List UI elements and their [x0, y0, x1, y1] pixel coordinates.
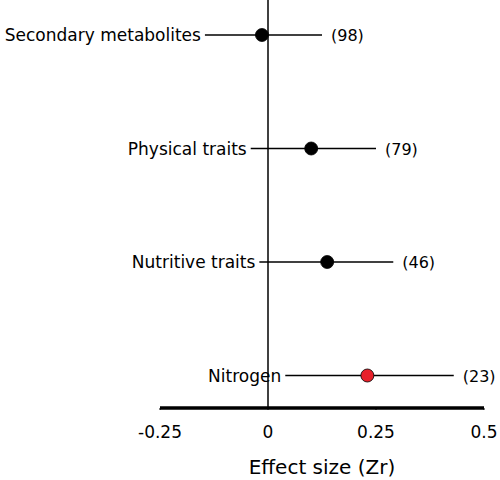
x-axis-title: Effect size (Zr) [249, 455, 396, 479]
x-tick-label: -0.25 [138, 422, 182, 442]
count-label: (79) [385, 140, 418, 159]
count-label: (46) [402, 253, 435, 272]
x-tick-label: 0.25 [357, 422, 395, 442]
chart-container: -0.25 0 0.25 0.5 Effect size (Zr) Secondary m… [0, 0, 500, 480]
x-tick-label: 0 [263, 422, 274, 442]
x-tick [160, 408, 161, 410]
x-tick [376, 408, 377, 410]
x-tick [268, 408, 269, 410]
marks [205, 29, 454, 383]
reference-line [267, 0, 269, 408]
category-label: Physical traits [128, 139, 247, 159]
x-tick-label: 0.5 [470, 422, 497, 442]
x-axis [160, 406, 484, 410]
count-label: (23) [463, 367, 496, 386]
effect-point [305, 142, 318, 155]
effect-point [321, 256, 334, 269]
category-label: Nutritive traits [132, 252, 256, 272]
x-tick [484, 408, 485, 410]
category-label: Secondary metabolites [5, 25, 201, 45]
chart: -0.25 0 0.25 0.5 Effect size (Zr) Secondary m… [0, 0, 500, 480]
category-label: Nitrogen [208, 366, 281, 386]
effect-point [361, 369, 374, 382]
effect-point [255, 29, 268, 42]
count-label: (98) [331, 26, 364, 45]
